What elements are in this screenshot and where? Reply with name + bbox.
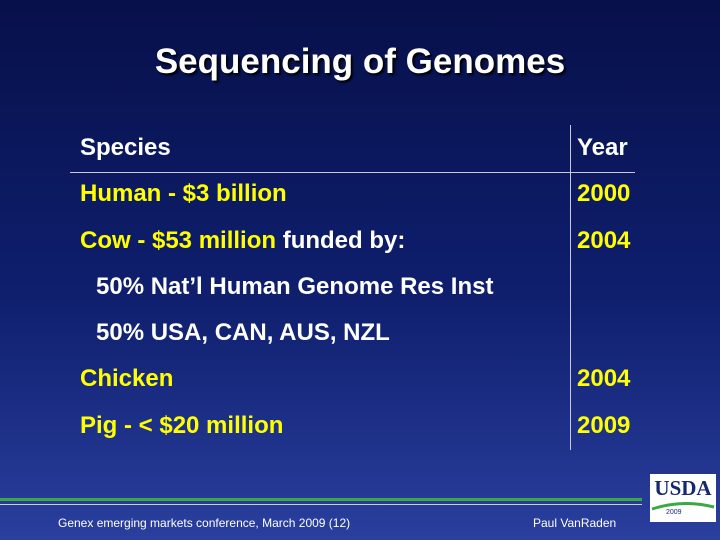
funding-line: 50% USA, CAN, AUS, NZL <box>96 319 390 346</box>
species-cell-group: Cow - $53 million funded by: <box>80 227 405 255</box>
header-divider <box>70 172 635 173</box>
species-note: funded by: <box>282 227 406 254</box>
header-species: Species <box>80 134 171 161</box>
logo: USDA 2009 <box>650 474 716 522</box>
species-cell: Chicken <box>80 365 174 392</box>
footer-right: Paul VanRaden <box>533 516 617 530</box>
year-cell: 2004 <box>577 365 631 392</box>
species-cell: Cow - $53 million <box>80 227 277 254</box>
logo-year: 2009 <box>666 509 682 516</box>
footer-left: Genex emerging markets conference, March… <box>58 516 351 530</box>
species-cell: Pig - < $20 million <box>80 412 284 439</box>
year-cell: 2009 <box>577 412 631 439</box>
footer-rule <box>0 504 642 505</box>
funding-line: 50% Nat’l Human Genome Res Inst <box>96 273 494 300</box>
year-cell: 2000 <box>577 180 631 207</box>
column-divider <box>570 125 571 450</box>
species-cell: Human - $3 billion <box>80 180 287 207</box>
logo-text: USDA <box>654 476 712 500</box>
year-cell: 2004 <box>577 227 631 254</box>
footer-rule <box>0 498 642 501</box>
slide-title: Sequencing of Genomes <box>154 42 566 81</box>
header-year: Year <box>577 134 628 161</box>
logo-swoosh <box>651 502 715 511</box>
